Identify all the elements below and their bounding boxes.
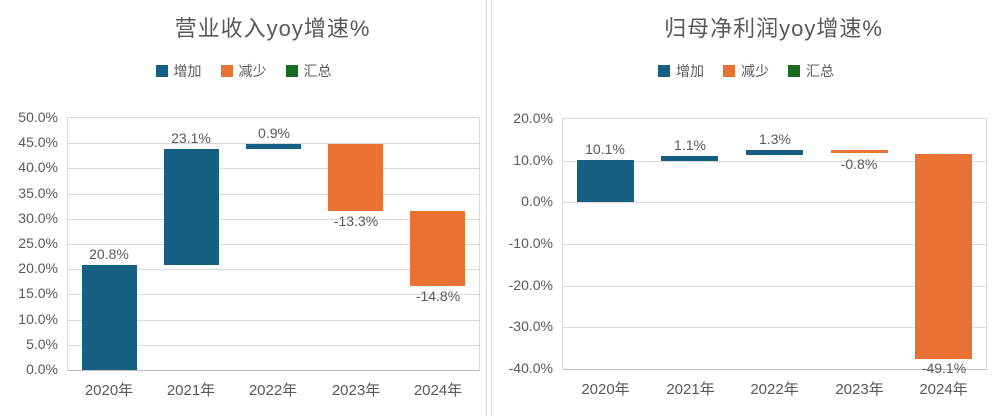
gridline	[68, 219, 479, 220]
y-axis-tick-label: 0.0%	[521, 193, 553, 209]
gridline	[563, 286, 986, 287]
legend-item-total[interactable]: 汇总	[788, 61, 834, 81]
bar-data-label: 0.9%	[258, 125, 290, 141]
bar-data-label: -0.8%	[840, 156, 878, 172]
waterfall-bar-2023年[interactable]	[328, 144, 383, 211]
gridline	[68, 320, 479, 321]
waterfall-bar-2023年[interactable]	[831, 150, 888, 153]
bar-data-label: -14.8%	[415, 288, 461, 304]
legend-label-increase: 增加	[676, 63, 704, 79]
y-axis-tick-label: 15.0%	[18, 285, 58, 301]
x-axis-tick-label: 2023年	[835, 381, 884, 398]
x-axis-tick-label: 2021年	[666, 381, 715, 398]
chart-legend: 增加 减少 汇总	[0, 61, 487, 81]
y-axis-tick-label: -40.0%	[508, 360, 553, 376]
legend-label-decrease: 减少	[238, 63, 267, 79]
y-axis-tick-label: 50.0%	[18, 109, 58, 125]
plot-area: 20.8% 2020年 23.1% 2021年 0.9% 2022年 -13.3% 2023年…	[67, 117, 480, 399]
x-axis-tick-label: 2024年	[919, 381, 968, 398]
x-axis-tick-label: 2022年	[750, 381, 799, 398]
legend-item-total[interactable]: 汇总	[285, 61, 332, 81]
legend-item-increase[interactable]: 增加	[658, 61, 704, 81]
bar-data-label: 1.1%	[674, 137, 706, 153]
y-axis-tick-label: 20.0%	[18, 260, 58, 276]
gridline	[68, 294, 479, 295]
legend-swatch-decrease-icon	[723, 65, 735, 77]
chart-panel-revenue: 营业收入yoy增速% 增加 减少 汇总 20.8% 2020年 23.1% 2021年…	[0, 0, 487, 416]
chart-title: 营业收入yoy增速%	[174, 16, 371, 41]
waterfall-bar-2024年[interactable]	[410, 211, 465, 286]
y-axis-tick-label: 35.0%	[18, 185, 58, 201]
chart-title: 归母净利润yoy增速%	[664, 16, 883, 41]
bar-data-label: 23.1%	[171, 130, 211, 146]
y-axis-tick-label: 10.0%	[18, 311, 58, 327]
y-axis-tick-label: 20.0%	[513, 110, 553, 126]
y-axis-tick-label: 30.0%	[18, 210, 58, 226]
bar-data-label: 1.3%	[759, 131, 791, 147]
y-axis-tick-label: 10.0%	[513, 152, 553, 168]
plot-area: 10.1% 2020年 1.1% 2021年 1.3% 2022年 -0.8% 2023年 -4…	[562, 118, 987, 398]
waterfall-bar-2020年[interactable]	[82, 265, 137, 370]
legend-swatch-increase-icon	[155, 65, 168, 77]
legend-label-total: 汇总	[806, 63, 834, 79]
legend-item-increase[interactable]: 增加	[155, 61, 202, 81]
gridline	[563, 161, 986, 162]
waterfall-bar-2021年[interactable]	[164, 149, 219, 265]
y-axis-tick-label: -20.0%	[508, 277, 553, 293]
y-axis-tick-label: 40.0%	[18, 159, 58, 175]
gridline	[68, 143, 479, 144]
y-axis-tick-label: 25.0%	[18, 235, 58, 251]
chart-title-row: 归母净利润yoy增速%	[562, 11, 985, 43]
bar-data-label: -13.3%	[333, 213, 379, 229]
y-axis-tick-label: -30.0%	[508, 318, 553, 334]
bar-data-label: 20.8%	[89, 246, 129, 262]
legend-label-total: 汇总	[303, 63, 332, 79]
gridline	[563, 244, 986, 245]
y-axis-tick-label: 0.0%	[26, 361, 58, 377]
x-axis-tick-label: 2023年	[331, 382, 381, 399]
waterfall-bar-2022年[interactable]	[746, 150, 803, 155]
x-axis-tick-label: 2024年	[413, 382, 463, 399]
gridline	[68, 345, 479, 346]
legend-item-decrease[interactable]: 减少	[723, 61, 769, 81]
waterfall-bar-2022年[interactable]	[246, 144, 301, 149]
legend-item-decrease[interactable]: 减少	[220, 61, 267, 81]
gridline	[68, 194, 479, 195]
gridline	[68, 244, 479, 245]
x-axis-tick-label: 2020年	[84, 382, 134, 399]
waterfall-bar-2021年[interactable]	[661, 156, 718, 161]
gridline	[68, 269, 479, 270]
waterfall-bar-2024年[interactable]	[915, 154, 972, 359]
x-axis-tick-label: 2020年	[581, 381, 630, 398]
y-axis-tick-label: -10.0%	[508, 235, 553, 251]
y-axis-tick-label: 45.0%	[18, 134, 58, 150]
gridline	[563, 202, 986, 203]
gridline	[563, 327, 986, 328]
legend-swatch-increase-icon	[658, 65, 670, 77]
chart-panel-net-profit: 归母净利润yoy增速% 增加 减少 汇总 10.1% 2020年 1.1% 2021年…	[492, 0, 1000, 416]
panel-divider	[486, 0, 492, 416]
legend-label-increase: 增加	[173, 63, 202, 79]
y-axis-tick-label: 5.0%	[26, 336, 58, 352]
bar-data-label: -49.1%	[921, 360, 967, 376]
x-axis-tick-label: 2022年	[248, 382, 298, 399]
gridline	[68, 168, 479, 169]
legend-swatch-total-icon	[285, 65, 298, 77]
legend-swatch-decrease-icon	[220, 65, 233, 77]
legend-label-decrease: 减少	[741, 63, 769, 79]
chart-legend: 增加 减少 汇总	[492, 61, 1000, 81]
x-axis-tick-label: 2021年	[166, 382, 216, 399]
legend-swatch-total-icon	[788, 65, 800, 77]
bar-data-label: 10.1%	[585, 141, 625, 157]
chart-title-row: 营业收入yoy增速%	[67, 11, 478, 43]
waterfall-bar-2020年[interactable]	[577, 160, 634, 202]
